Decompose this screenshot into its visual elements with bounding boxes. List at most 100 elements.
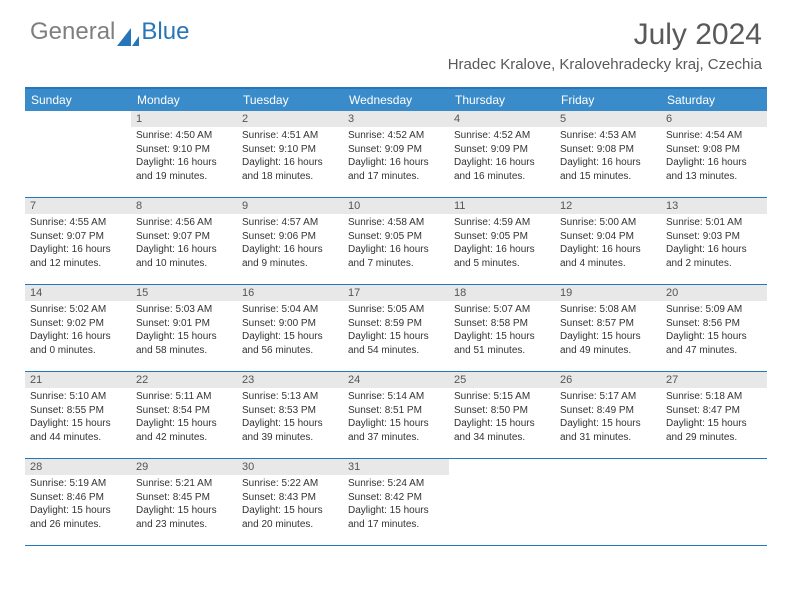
sunrise-text: Sunrise: 4:50 AM (136, 129, 232, 143)
sunset-text: Sunset: 9:04 PM (560, 230, 656, 244)
day-number: 28 (25, 459, 131, 475)
day-number: 22 (131, 372, 237, 388)
sunrise-text: Sunrise: 5:18 AM (666, 390, 762, 404)
sunrise-text: Sunrise: 4:52 AM (454, 129, 550, 143)
daylight-text: Daylight: 15 hours and 51 minutes. (454, 330, 550, 357)
location-text: Hradec Kralove, Kralovehradecky kraj, Cz… (448, 56, 762, 73)
day-cell: 8Sunrise: 4:56 AMSunset: 9:07 PMDaylight… (131, 198, 237, 284)
daylight-text: Daylight: 16 hours and 15 minutes. (560, 156, 656, 183)
day-body: Sunrise: 5:05 AMSunset: 8:59 PMDaylight:… (343, 301, 449, 361)
sunrise-text: Sunrise: 4:51 AM (242, 129, 338, 143)
day-body: Sunrise: 5:08 AMSunset: 8:57 PMDaylight:… (555, 301, 661, 361)
dow-cell: Saturday (661, 89, 767, 111)
daylight-text: Daylight: 15 hours and 23 minutes. (136, 504, 232, 531)
day-body: Sunrise: 5:13 AMSunset: 8:53 PMDaylight:… (237, 388, 343, 448)
day-number: 4 (449, 111, 555, 127)
sunrise-text: Sunrise: 5:22 AM (242, 477, 338, 491)
day-body: Sunrise: 4:54 AMSunset: 9:08 PMDaylight:… (661, 127, 767, 187)
dow-cell: Wednesday (343, 89, 449, 111)
day-cell: 22 Sunrise: 5:11 AMSunset: 8:54 PMDayligh… (131, 372, 237, 458)
daylight-text: Daylight: 15 hours and 26 minutes. (30, 504, 126, 531)
month-title: July 2024 (448, 18, 762, 52)
day-number: 8 (131, 198, 237, 214)
sunset-text: Sunset: 8:43 PM (242, 491, 338, 505)
day-cell: 26Sunrise: 5:17 AMSunset: 8:49 PMDayligh… (555, 372, 661, 458)
day-cell: 11Sunrise: 4:59 AMSunset: 9:05 PMDayligh… (449, 198, 555, 284)
day-cell: 14Sunrise: 5:02 AMSunset: 9:02 PMDayligh… (25, 285, 131, 371)
day-cell: 16Sunrise: 5:04 AMSunset: 9:00 PMDayligh… (237, 285, 343, 371)
day-number: 29 (131, 459, 237, 475)
day-body: Sunrise: 5:15 AMSunset: 8:50 PMDaylight:… (449, 388, 555, 448)
sunrise-text: Sunrise: 5:15 AM (454, 390, 550, 404)
sunset-text: Sunset: 8:49 PM (560, 404, 656, 418)
day-cell: 5Sunrise: 4:53 AMSunset: 9:08 PMDaylight… (555, 111, 661, 197)
day-body: Sunrise: 5:18 AMSunset: 8:47 PMDaylight:… (661, 388, 767, 448)
sunrise-text: Sunrise: 5:21 AM (136, 477, 232, 491)
daylight-text: Daylight: 16 hours and 2 minutes. (666, 243, 762, 270)
sunset-text: Sunset: 9:05 PM (348, 230, 444, 244)
dow-cell: Friday (555, 89, 661, 111)
sunrise-text: Sunrise: 4:55 AM (30, 216, 126, 230)
day-cell: 2Sunrise: 4:51 AMSunset: 9:10 PMDaylight… (237, 111, 343, 197)
sunrise-text: Sunrise: 5:11 AM (136, 390, 232, 404)
dow-cell: Sunday (25, 89, 131, 111)
dow-cell: Monday (131, 89, 237, 111)
sunset-text: Sunset: 9:09 PM (348, 143, 444, 157)
sunrise-text: Sunrise: 4:56 AM (136, 216, 232, 230)
sunrise-text: Sunrise: 5:05 AM (348, 303, 444, 317)
day-cell: 27Sunrise: 5:18 AMSunset: 8:47 PMDayligh… (661, 372, 767, 458)
sunrise-text: Sunrise: 5:14 AM (348, 390, 444, 404)
day-body: Sunrise: 4:52 AMSunset: 9:09 PMDaylight:… (343, 127, 449, 187)
sunrise-text: Sunrise: 5:08 AM (560, 303, 656, 317)
day-number: 20 (661, 285, 767, 301)
daylight-text: Daylight: 15 hours and 37 minutes. (348, 417, 444, 444)
day-cell: 31Sunrise: 5:24 AMSunset: 8:42 PMDayligh… (343, 459, 449, 545)
day-number: 15 (131, 285, 237, 301)
day-cell: 7Sunrise: 4:55 AMSunset: 9:07 PMDaylight… (25, 198, 131, 284)
sunrise-text: Sunrise: 5:01 AM (666, 216, 762, 230)
daylight-text: Daylight: 16 hours and 9 minutes. (242, 243, 338, 270)
sunset-text: Sunset: 8:45 PM (136, 491, 232, 505)
day-number (555, 459, 661, 476)
calendar: SundayMondayTuesdayWednesdayThursdayFrid… (25, 87, 767, 546)
sunset-text: Sunset: 8:47 PM (666, 404, 762, 418)
daylight-text: Daylight: 16 hours and 18 minutes. (242, 156, 338, 183)
day-number: 25 (449, 372, 555, 388)
day-cell: 24Sunrise: 5:14 AMSunset: 8:51 PMDayligh… (343, 372, 449, 458)
logo-text-blue: Blue (141, 18, 189, 46)
daylight-text: Daylight: 15 hours and 20 minutes. (242, 504, 338, 531)
daylight-text: Daylight: 16 hours and 5 minutes. (454, 243, 550, 270)
day-number: 12 (555, 198, 661, 214)
sunrise-text: Sunrise: 5:10 AM (30, 390, 126, 404)
logo-sail-icon (117, 28, 139, 46)
daylight-text: Daylight: 15 hours and 42 minutes. (136, 417, 232, 444)
daylight-text: Daylight: 16 hours and 10 minutes. (136, 243, 232, 270)
sunset-text: Sunset: 9:02 PM (30, 317, 126, 331)
logo: General Blue (30, 18, 189, 46)
day-body: Sunrise: 4:50 AMSunset: 9:10 PMDaylight:… (131, 127, 237, 187)
day-number: 19 (555, 285, 661, 301)
sunrise-text: Sunrise: 5:13 AM (242, 390, 338, 404)
day-cell: 21Sunrise: 5:10 AMSunset: 8:55 PMDayligh… (25, 372, 131, 458)
sunset-text: Sunset: 9:08 PM (666, 143, 762, 157)
day-number: 13 (661, 198, 767, 214)
sunrise-text: Sunrise: 4:53 AM (560, 129, 656, 143)
daylight-text: Daylight: 15 hours and 49 minutes. (560, 330, 656, 357)
week-row: 21Sunrise: 5:10 AMSunset: 8:55 PMDayligh… (25, 372, 767, 459)
daylight-text: Daylight: 15 hours and 54 minutes. (348, 330, 444, 357)
day-cell: 1Sunrise: 4:50 AMSunset: 9:10 PMDaylight… (131, 111, 237, 197)
sunrise-text: Sunrise: 5:00 AM (560, 216, 656, 230)
day-cell (555, 459, 661, 545)
day-body: Sunrise: 4:56 AMSunset: 9:07 PMDaylight:… (131, 214, 237, 274)
day-cell: 18Sunrise: 5:07 AMSunset: 8:58 PMDayligh… (449, 285, 555, 371)
week-row: 28Sunrise: 5:19 AMSunset: 8:46 PMDayligh… (25, 459, 767, 546)
day-body: Sunrise: 5:04 AMSunset: 9:00 PMDaylight:… (237, 301, 343, 361)
day-cell (25, 111, 131, 197)
sunset-text: Sunset: 9:07 PM (30, 230, 126, 244)
daylight-text: Daylight: 15 hours and 34 minutes. (454, 417, 550, 444)
sunset-text: Sunset: 8:54 PM (136, 404, 232, 418)
sunrise-text: Sunrise: 5:07 AM (454, 303, 550, 317)
day-cell: 28Sunrise: 5:19 AMSunset: 8:46 PMDayligh… (25, 459, 131, 545)
day-body: Sunrise: 5:07 AMSunset: 8:58 PMDaylight:… (449, 301, 555, 361)
day-number: 17 (343, 285, 449, 301)
